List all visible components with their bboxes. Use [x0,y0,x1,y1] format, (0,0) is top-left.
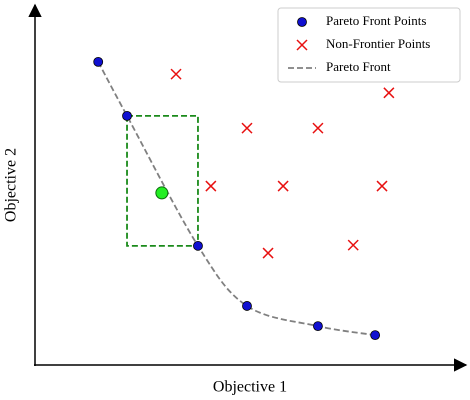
pareto-point [122,110,132,121]
non-frontier-point [262,247,274,259]
non-frontier-point [241,122,253,134]
pareto-front-line [97,61,376,337]
pareto-point [242,301,252,311]
non-frontier-point [383,87,395,99]
pareto-point [93,56,104,67]
selection-box [126,114,199,247]
legend-label: Non-Frontier Points [326,36,430,51]
non-frontier-point [205,180,217,192]
selected-point [155,186,169,200]
x-axis-label: Objective 1 [213,379,287,396]
non-frontier-point [376,180,388,192]
legend-marker [296,39,308,51]
legend-marker [297,17,307,27]
non-frontier-point [170,68,182,80]
legend-box [277,7,461,83]
pareto-point [193,240,203,251]
pareto-point [313,321,323,332]
non-frontier-point [277,180,289,192]
legend-label: Pareto Front [326,59,391,74]
pareto-point [370,330,381,341]
non-frontier-point [347,239,359,251]
y-axis-label: Objective 2 [3,148,20,222]
non-frontier-point [312,122,324,134]
legend-label: Pareto Front Points [326,13,426,28]
